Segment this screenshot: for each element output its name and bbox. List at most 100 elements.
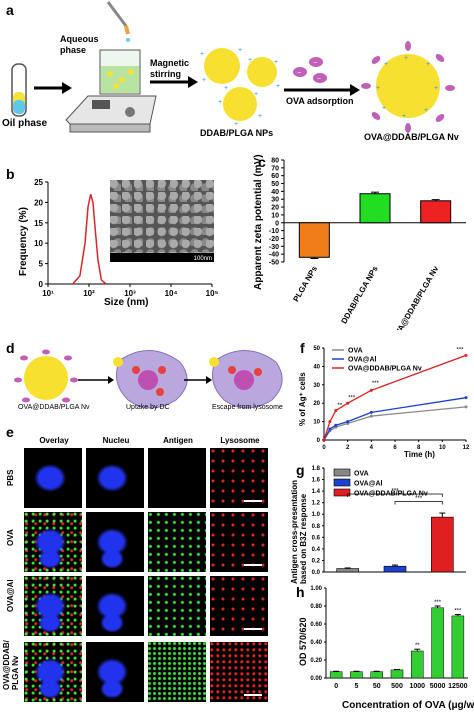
significance-marker: *** bbox=[348, 396, 356, 402]
series-point bbox=[369, 410, 373, 414]
x-tick-label: 5000 bbox=[430, 683, 446, 690]
cross-presentation-bar bbox=[383, 565, 407, 573]
series-point bbox=[464, 405, 468, 409]
y-tick-label: 0 bbox=[317, 438, 321, 444]
panel-c-ylabel: Apparent zeta potential (mV) bbox=[253, 154, 264, 290]
significance-marker: *** bbox=[372, 381, 380, 387]
size-distribution-chart: 10¹ 10² 10³ 10⁴ 10⁵ 0 5 10 15 20 25 bbox=[34, 178, 218, 298]
column-label-lysosome: Lysosome bbox=[220, 436, 260, 445]
od-concentration-chart: 0.00 0.20 0.40 0.60 0.80 1.00 0 5 50 500 ** 1000 ***… bbox=[310, 586, 468, 690]
x-tick-label: 50 bbox=[373, 683, 381, 690]
micrograph-tile bbox=[210, 576, 268, 636]
micrograph-tile bbox=[86, 642, 144, 702]
micrograph-tile bbox=[86, 448, 144, 508]
svg-text:+: + bbox=[238, 47, 242, 54]
panel-d-schematic bbox=[14, 349, 283, 409]
x-tick-label: 0 bbox=[334, 683, 338, 690]
svg-text:+: + bbox=[424, 107, 428, 114]
y-tick-label: 40 bbox=[271, 189, 279, 196]
significance-marker: ** bbox=[415, 643, 420, 649]
sem-image: 100nm bbox=[110, 180, 214, 262]
svg-text:+: + bbox=[202, 77, 206, 84]
significance-bracket bbox=[394, 501, 443, 505]
y-tick-label: 1.6 bbox=[312, 478, 321, 484]
row-label-pbs: PBS bbox=[6, 469, 15, 486]
od-bar bbox=[451, 615, 465, 679]
y-tick-label: 60 bbox=[271, 173, 279, 180]
row-label-ova-ddab-plga-nv: OVA@DDAB/ PLGA Nv bbox=[2, 640, 20, 690]
series-point bbox=[464, 353, 468, 357]
scale-bar bbox=[244, 628, 262, 630]
ova-ddab-plga-nv-label: OVA@DDAB/PLGA Nv bbox=[364, 132, 459, 142]
cross-presentation-bar bbox=[336, 568, 359, 573]
svg-text:−: − bbox=[297, 70, 301, 77]
significance-marker: *** bbox=[391, 489, 399, 495]
y-tick-label: 15 bbox=[34, 219, 43, 228]
significance-marker: *** bbox=[456, 348, 464, 354]
micrograph-tile bbox=[210, 642, 268, 702]
y-tick-label: 20 bbox=[313, 401, 320, 407]
significance-marker: ** bbox=[337, 403, 342, 409]
zeta-bar bbox=[298, 222, 330, 258]
series-point bbox=[334, 423, 338, 427]
y-tick-label: 1.0 bbox=[312, 512, 321, 518]
y-tick-label: 1.4 bbox=[312, 489, 321, 495]
y-tick-label: 1.8 bbox=[312, 466, 321, 472]
panel-letter-c: c bbox=[258, 154, 266, 170]
micrograph-tile bbox=[210, 448, 268, 508]
micrograph-tile bbox=[24, 576, 82, 636]
series-point bbox=[369, 388, 373, 392]
od-bar bbox=[411, 650, 424, 679]
significance-bracket bbox=[347, 493, 443, 497]
panel-letter-d: d bbox=[6, 340, 15, 356]
y-tick-label: 25 bbox=[34, 178, 43, 187]
y-tick-label: 80 bbox=[271, 158, 279, 165]
magnetic-stirring-label: Magnetic stirring bbox=[150, 58, 190, 79]
y-tick-label: 10 bbox=[313, 420, 320, 426]
ddab-plga-nps-label: DDAB/PLGA NPs bbox=[200, 128, 274, 138]
micrograph-tile bbox=[86, 512, 144, 572]
y-tick-label: 50 bbox=[271, 181, 279, 188]
x-tick-label: 5 bbox=[354, 683, 358, 690]
y-tick-label: 0.8 bbox=[312, 524, 321, 530]
panel-b-xlabel: Size (nm) bbox=[104, 297, 149, 308]
y-tick-label: 0.0 bbox=[312, 570, 321, 576]
significance-marker: *** bbox=[415, 496, 423, 502]
y-tick-label: 30 bbox=[271, 197, 279, 204]
micrograph-tile bbox=[148, 576, 206, 636]
svg-text:+: + bbox=[434, 85, 438, 92]
micrograph-tile bbox=[24, 642, 82, 702]
y-tick-label: -10 bbox=[269, 228, 279, 235]
panel-b-ylabel: Frequency (%) bbox=[18, 207, 29, 276]
x-tick-label: 2 bbox=[346, 445, 350, 451]
y-tick-label: 0 bbox=[275, 220, 279, 227]
zeta-bar bbox=[420, 200, 452, 224]
series-point bbox=[346, 401, 350, 405]
x-tick-label: 4 bbox=[370, 445, 374, 451]
legend-label: OVA bbox=[348, 348, 363, 355]
row-label-ova: OVA bbox=[6, 529, 15, 546]
od-bar bbox=[350, 671, 363, 679]
panel-letter-g: g bbox=[296, 462, 305, 478]
cross-presentation-chart: 0.00.20.40.60.81.01.21.41.61.8OVAOVA@AlO… bbox=[312, 466, 466, 576]
x-tick-label: 10² bbox=[83, 289, 95, 298]
legend-swatch bbox=[333, 488, 351, 497]
svg-text:+: + bbox=[200, 51, 204, 58]
y-tick-label: 0.00 bbox=[310, 676, 322, 682]
panel-d-uptake-label: Uptake by DC bbox=[126, 404, 170, 411]
cross-presentation-bar bbox=[431, 516, 454, 573]
panel-f-ylabel: % of Ag⁺ cells bbox=[298, 372, 307, 426]
x-tick-label: 6 bbox=[393, 445, 397, 451]
x-tick-label: 1000 bbox=[409, 683, 425, 690]
legend-swatch bbox=[333, 478, 351, 487]
micrograph-tile bbox=[148, 642, 206, 702]
series-point bbox=[369, 414, 373, 418]
od-bar bbox=[370, 671, 383, 679]
legend-swatch bbox=[333, 468, 351, 477]
zeta-bar bbox=[359, 193, 391, 224]
scale-bar bbox=[244, 694, 262, 696]
svg-text:+: + bbox=[404, 55, 408, 62]
svg-text:+: + bbox=[426, 61, 430, 68]
series-line bbox=[323, 397, 467, 441]
sem-scale-bar-label: 100nm bbox=[193, 256, 212, 262]
